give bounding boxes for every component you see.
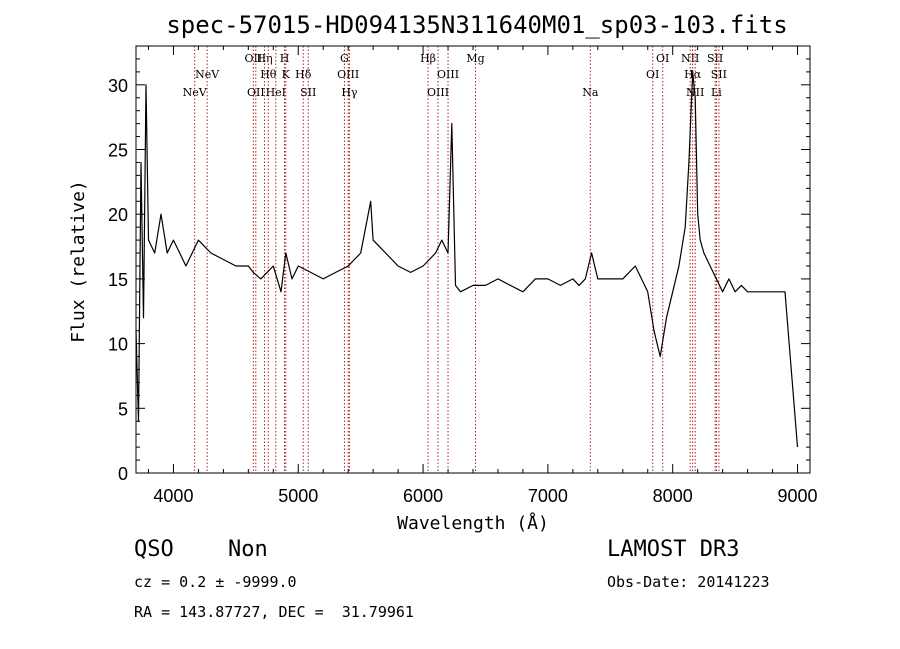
line-label-26: SII [711,68,727,81]
spectrum-line [135,71,799,448]
y-tick-label-4: 20 [108,205,128,225]
x-tick-label-0: 4000 [153,486,193,506]
line-label-1: NeV [195,68,220,81]
y-tick-label-6: 30 [108,76,128,96]
line-label-5: Hθ [260,68,277,81]
line-label-14: Hβ [420,52,436,65]
line-label-21: NII [681,52,699,65]
redshift-label: cz = 0.2 ± -9999.0 [134,573,297,591]
line-label-18: Na [582,86,599,99]
object-class: QSO [134,537,174,562]
line-label-13: Hγ [341,86,358,99]
line-label-20: OI [656,52,669,65]
line-label-7: H [280,52,290,65]
line-label-0: NeV [183,86,208,99]
line-label-3: OII [247,86,265,99]
line-label-17: Mg [466,52,484,65]
plot-frame [135,45,811,474]
x-tick-label-3: 7000 [528,486,568,506]
line-label-10: SII [300,86,316,99]
line-label-25: Li [711,86,722,99]
x-tick-label-1: 5000 [278,486,318,506]
chart-title: spec-57015-HD094135N311640M01_sp03-103.f… [166,11,787,39]
y-tick-label-1: 5 [118,399,128,419]
line-label-11: G [340,52,349,65]
line-label-9: Hδ [295,68,312,81]
y-axis-label: Flux (relative) [68,180,89,343]
line-label-8: K [282,68,291,81]
line-label-4: Hη [256,52,272,65]
line-label-15: OIII [427,86,449,99]
object-subclass: Non [228,537,268,562]
y-tick-label-5: 25 [108,141,128,161]
line-label-19: OI [646,68,659,81]
survey-label: LAMOST DR3 [607,537,740,562]
y-tick-label-0: 0 [118,464,128,484]
x-tick-label-2: 6000 [403,486,443,506]
y-tick-label-2: 10 [108,335,128,355]
line-label-24: SII [707,52,723,65]
line-label-16: OIII [437,68,459,81]
y-tick-label-3: 15 [108,270,128,290]
x-tick-label-4: 8000 [653,486,693,506]
x-tick-label-5: 9000 [777,486,817,506]
x-axis-label: Wavelength (Å) [397,512,549,534]
coordinates-label: RA = 143.87727, DEC = 31.79961 [134,603,414,621]
line-label-12: OIII [337,68,359,81]
obs-date-label: Obs-Date: 20141223 [607,573,770,591]
line-label-6: HeI [266,86,286,99]
line-label-2: OII [244,52,262,65]
